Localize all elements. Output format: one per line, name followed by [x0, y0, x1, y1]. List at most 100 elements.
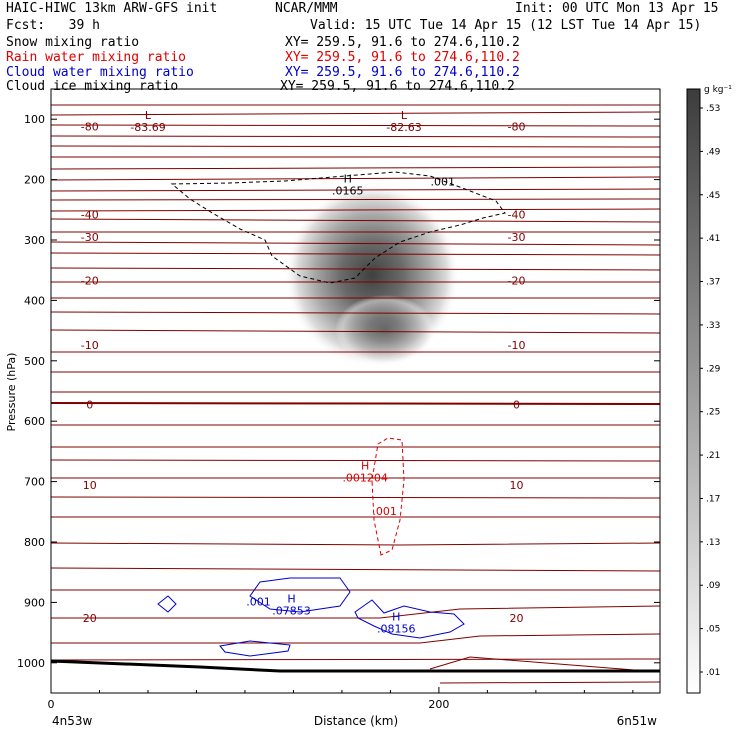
- field-cloudice-xy: XY= 259.5, 91.6 to 274.6,110.2: [280, 79, 515, 94]
- rain-contour: [371, 437, 405, 556]
- colorbar-tick-label: .21: [706, 451, 720, 461]
- init-time: Init: 00 UTC Mon 13 Apr 15: [515, 1, 719, 16]
- temp-contour: [51, 166, 660, 170]
- temp-contour: [51, 111, 660, 116]
- field-snow-label: Snow mixing ratio: [6, 35, 140, 50]
- colorbar-tick-label: .17: [706, 494, 720, 504]
- temp-contour: [51, 633, 660, 644]
- temp-contour: [51, 241, 660, 246]
- colorbar-tick-label: .33: [706, 321, 720, 331]
- temp-contour-label: -80: [507, 120, 525, 133]
- temp-contour: [51, 124, 660, 127]
- cloud-water-contour: [354, 599, 465, 639]
- cloud-water-contour: [219, 640, 291, 657]
- y-tick-label: 600: [24, 415, 45, 428]
- temp-contour: [51, 496, 660, 499]
- field-cloudwater-label: Cloud water mixing ratio: [6, 65, 194, 80]
- snow-blob-tail: [335, 295, 435, 365]
- field-cloudwater-xy: XY= 259.5, 91.6 to 274.6,110.2: [285, 65, 520, 80]
- colorbar-tick-label: .09: [706, 581, 721, 591]
- temp-contour: [51, 459, 660, 462]
- temp-contour-label: -20: [507, 274, 525, 287]
- colorbar-tick-label: .37: [706, 278, 720, 288]
- contour-value-label: .001: [431, 176, 456, 189]
- y-tick-label: 1000: [17, 657, 45, 670]
- colorbar-tick-label: .49: [706, 147, 721, 157]
- temp-contour: [51, 198, 660, 201]
- y-tick-label: 700: [24, 476, 45, 489]
- temp-contour: [51, 135, 660, 138]
- temp-contour: [51, 176, 660, 181]
- temp-contour-label: 0: [513, 398, 520, 411]
- temp-contour: [51, 252, 660, 256]
- extremum-marker: H: [287, 592, 295, 605]
- contour-value-label: .001: [246, 595, 271, 608]
- temp-contour: [51, 567, 660, 572]
- temp-contour: [51, 605, 660, 619]
- temp-contour: [51, 311, 660, 315]
- colorbar-tick-label: .45: [706, 191, 720, 201]
- temp-contour-label: -10: [507, 339, 525, 352]
- forecast-hour: Fcst: 39 h: [6, 18, 100, 33]
- extremum-value: .001204: [342, 472, 388, 485]
- extremum-marker: L: [145, 109, 152, 122]
- x-tick-label: 200: [428, 698, 449, 711]
- field-rain-label: Rain water mixing ratio: [6, 50, 187, 65]
- right-endpoint: 6n51w: [617, 714, 658, 728]
- temp-contour-label: 20: [83, 612, 97, 625]
- cloud-water-contour: [249, 577, 351, 613]
- y-tick-label: 900: [24, 596, 45, 609]
- temp-contour-zero: [51, 402, 660, 405]
- x-axis-title: Distance (km): [314, 714, 398, 728]
- temp-contour-label: -10: [81, 339, 99, 352]
- colorbar-tick-label: .29: [706, 364, 721, 374]
- temp-contour-label: 10: [509, 479, 523, 492]
- temp-contour-label: -40: [81, 209, 99, 222]
- valid-time: Valid: 15 UTC Tue 14 Apr 15 (12 LST Tue …: [310, 18, 702, 33]
- center-title: NCAR/MMM: [275, 1, 338, 16]
- temp-contour: [51, 218, 660, 223]
- temp-contour: [51, 208, 660, 212]
- temp-contour-label: -30: [507, 231, 525, 244]
- left-endpoint: 4n53w: [52, 714, 93, 728]
- temp-contour-label: 20: [509, 612, 523, 625]
- colorbar-tick-label: .53: [706, 104, 720, 114]
- colorbar-tick-label: .41: [706, 234, 720, 244]
- extremum-marker: H: [344, 173, 352, 186]
- temp-contour: [439, 681, 660, 684]
- y-tick-label: 400: [24, 294, 45, 307]
- contour-value-label: .001: [372, 505, 397, 518]
- temp-contour: [51, 267, 660, 271]
- x-tick-label: 0: [48, 698, 55, 711]
- temp-contour: [51, 542, 660, 546]
- field-rain-xy: XY= 259.5, 91.6 to 274.6,110.2: [285, 50, 520, 65]
- extremum-value: -83.69: [130, 121, 165, 134]
- temp-contour-label: -40: [507, 209, 525, 222]
- model-title: HAIC-HIWC 13km ARW-GFS init: [6, 1, 218, 16]
- y-tick-label: 300: [24, 234, 45, 247]
- colorbar-tick-label: .01: [706, 668, 720, 678]
- temp-contour: [51, 658, 660, 661]
- y-axis-title: Pressure (hPa): [5, 353, 18, 432]
- extremum-value: .08156: [377, 623, 416, 636]
- y-tick-label: 200: [24, 174, 45, 187]
- temp-contour-label: -20: [81, 274, 99, 287]
- colorbar-tick-label: .13: [706, 538, 720, 548]
- y-tick-label: 800: [24, 536, 45, 549]
- colorbar-tick-label: .25: [706, 408, 720, 418]
- extremum-marker: H: [392, 611, 400, 624]
- ground-line: [50, 659, 660, 673]
- temp-contour: [51, 329, 660, 334]
- colorbar: [686, 88, 701, 694]
- plot-frame: [50, 88, 661, 694]
- cloud-ice-contour: [170, 171, 506, 284]
- temp-contour-label: -80: [81, 120, 99, 133]
- field-cloudice-label: Cloud ice mixing ratio: [6, 79, 179, 94]
- extremum-value: -82.63: [386, 121, 421, 134]
- cloud-water-contour: [157, 595, 177, 613]
- y-tick-label: 100: [24, 113, 45, 126]
- colorbar-unit: g kg⁻¹: [704, 85, 732, 95]
- extremum-marker: H: [361, 460, 369, 473]
- temp-contour-label: 0: [86, 398, 93, 411]
